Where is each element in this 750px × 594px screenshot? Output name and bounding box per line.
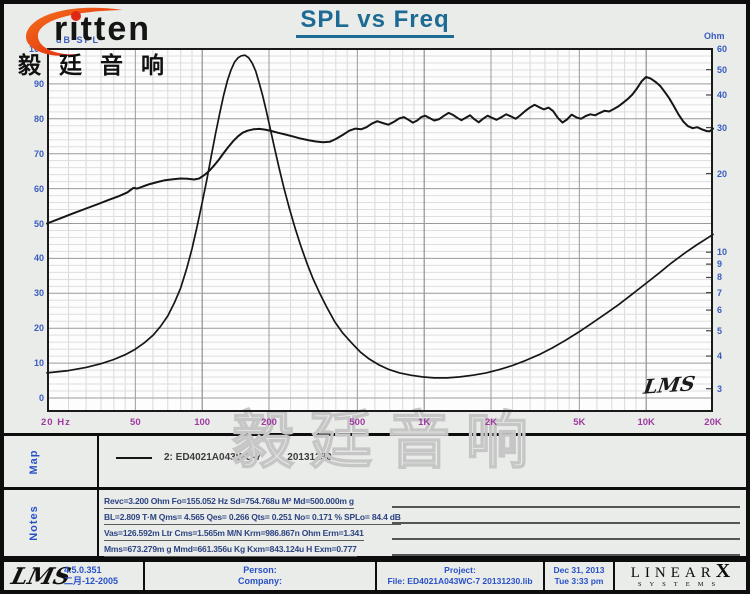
- freq-tick-20000: 20K: [704, 417, 722, 428]
- notes-blank-rule: [392, 522, 740, 524]
- person-company-block: Person: Company:: [145, 565, 375, 587]
- notes-blank-rule: [392, 538, 740, 540]
- notes-blank-rule: [392, 506, 740, 508]
- right-tick-3: 3: [717, 383, 723, 394]
- report-time: Tue 3:33 pm: [554, 576, 604, 586]
- footer-divider: [143, 562, 145, 590]
- notes-panel: Notes Revc=3.200 Ohm Fo=155.052 Hz Sd=75…: [0, 490, 750, 559]
- legend-curve-name: 2: ED4021A043WC-7: [164, 452, 262, 463]
- footer-bar: LMS 4.5.0.351 二月-12-2005 Person: Company…: [0, 559, 750, 590]
- freq-tick-20: 20 Hz: [41, 417, 71, 428]
- right-tick-10: 10: [717, 247, 728, 258]
- right-tick-40: 40: [717, 89, 728, 100]
- brand-i-dot: [71, 11, 81, 21]
- freq-tick-500: 500: [349, 417, 366, 428]
- company-label: Company:: [237, 576, 282, 586]
- chart-title-wrap: SPL vs Freq: [0, 6, 750, 38]
- app-version-block: 4.5.0.351 二月-12-2005: [64, 565, 118, 587]
- curve-impedance: [46, 54, 714, 379]
- right-tick-5: 5: [717, 325, 723, 336]
- project-file-block: Project: File: ED4021A043WC-7 20131230.l…: [377, 565, 543, 587]
- lms-plot-signature: LMS: [641, 371, 697, 399]
- freq-tick-10000: 10K: [637, 417, 655, 428]
- curve-legend: 2: ED4021A043WC-7 20131230: [116, 452, 332, 463]
- map-panel-header: Map: [4, 436, 99, 487]
- left-tick-80: 80: [33, 113, 44, 124]
- logo-swoosh-icon: [25, 7, 123, 56]
- left-tick-60: 60: [33, 183, 44, 194]
- app-version-date: 二月-12-2005: [64, 576, 119, 586]
- right-tick-8: 8: [717, 272, 723, 283]
- right-tick-6: 6: [717, 305, 723, 316]
- freq-tick-5000: 5K: [573, 417, 586, 428]
- left-axis-unit-label: dB SPL: [56, 35, 101, 45]
- chart-title: SPL vs Freq: [296, 6, 454, 38]
- left-tick-0: 0: [38, 393, 44, 403]
- right-tick-20: 20: [717, 168, 728, 179]
- notes-panel-header: Notes: [4, 490, 99, 556]
- right-axis-unit-label: Ohm: [704, 31, 725, 41]
- curve-spl: [46, 75, 714, 225]
- right-tick-30: 30: [717, 122, 728, 133]
- legend-curve-date: 20131230: [287, 452, 332, 463]
- linearx-logo: LINEARX SYSTEMS: [617, 561, 744, 589]
- notes-blank-rule: [392, 554, 740, 556]
- linearx-systems: SYSTEMS: [637, 581, 724, 588]
- notes-line-4: Mms=673.279m g Mmd=661.356u Kg Kxm=843.1…: [104, 544, 357, 557]
- linearx-x: X: [715, 560, 731, 582]
- report-date: Dec 31, 2013: [553, 565, 605, 575]
- file-name: File: ED4021A043WC-7 20131230.lib: [387, 576, 533, 586]
- spl-vs-freq-plot: 毅廷音响: [46, 48, 714, 478]
- left-tick-40: 40: [33, 253, 44, 264]
- app-version: 4.5.0.351: [64, 565, 102, 575]
- map-panel-label: Map: [28, 449, 40, 474]
- freq-tick-1000: 1K: [418, 417, 431, 428]
- linearx-name: LINEAR: [630, 565, 716, 581]
- project-label: Project:: [444, 565, 476, 575]
- footer-divider: [613, 562, 615, 590]
- notes-line-2: BL=2.809 T·M Qms= 4.565 Qes= 0.266 Qts= …: [104, 512, 401, 525]
- company-logo: ritten 毅廷音响: [10, 2, 220, 82]
- brand-name: ritten: [54, 10, 151, 48]
- brand-name-chinese: 毅廷音响: [18, 52, 182, 78]
- left-tick-90: 90: [33, 78, 44, 89]
- left-tick-70: 70: [33, 148, 44, 159]
- notes-panel-label: Notes: [28, 505, 40, 541]
- left-tick-50: 50: [33, 218, 44, 229]
- footer-divider: [375, 562, 377, 590]
- datetime-block: Dec 31, 2013 Tue 3:33 pm: [545, 565, 613, 587]
- freq-tick-2000: 2K: [484, 417, 498, 428]
- map-panel: Map 2: ED4021A043WC-7 20131230: [0, 433, 750, 490]
- freq-tick-200: 200: [261, 417, 277, 428]
- right-tick-50: 50: [717, 64, 728, 75]
- notes-line-3: Vas=126.592m Ltr Cms=1.565m M/N Krm=986.…: [104, 528, 364, 541]
- right-tick-9: 9: [717, 259, 723, 270]
- freq-tick-100: 100: [194, 417, 211, 428]
- legend-line-sample: [116, 456, 152, 459]
- right-tick-4: 4: [717, 351, 723, 362]
- right-tick-7: 7: [717, 287, 723, 298]
- left-tick-20: 20: [33, 323, 44, 334]
- freq-tick-50: 50: [130, 417, 141, 428]
- right-tick-60: 60: [717, 44, 728, 54]
- notes-line-1: Revc=3.200 Ohm Fo=155.052 Hz Sd=754.768u…: [104, 496, 354, 509]
- person-label: Person:: [243, 565, 277, 575]
- footer-divider: [543, 562, 545, 590]
- left-tick-30: 30: [33, 288, 44, 299]
- watermark-text: 毅廷音响: [232, 404, 544, 477]
- left-tick-10: 10: [33, 358, 44, 369]
